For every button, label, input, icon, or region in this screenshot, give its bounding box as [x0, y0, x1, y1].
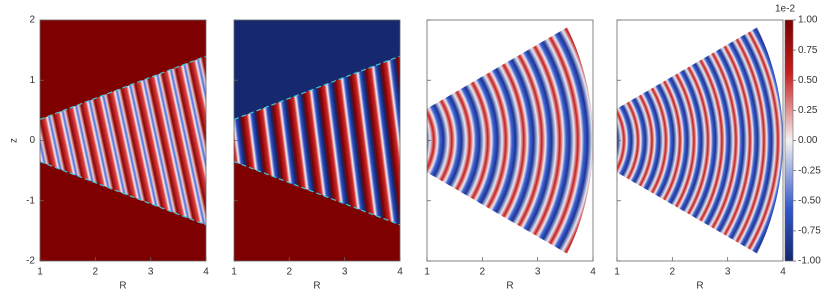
surface-line: [234, 55, 400, 120]
field-image: [234, 20, 400, 261]
y-tick-label: 1: [29, 75, 35, 86]
colorbar-scale-label: 1e-2: [775, 4, 795, 15]
panel: 1 2 3 4 R: [424, 19, 596, 292]
colorbar-tick-label: 0.25: [798, 105, 818, 116]
y-tick-label: 0: [29, 135, 35, 146]
x-tick-label: 4: [780, 267, 786, 278]
surface-line: [40, 161, 206, 226]
x-tick-label: 3: [725, 267, 731, 278]
y-tick-label: -1: [26, 195, 35, 206]
colorbar: 1.00 0.75 0.50 0.25 0.00 -0.25 -0.50 -0.75 -1.00…: [775, 4, 821, 267]
colorbar-tick-label: -0.50: [798, 195, 821, 206]
x-tick-label: 1: [231, 267, 237, 278]
x-tick-label: 4: [203, 267, 209, 278]
y-tick-label: 2: [29, 15, 35, 26]
surface-line: [40, 55, 206, 120]
field-image: [617, 27, 783, 254]
colorbar-fill: [784, 19, 794, 262]
sector: [617, 27, 783, 254]
x-tick-label: 1: [614, 267, 620, 278]
colorbar-tick-label: -0.75: [798, 226, 821, 237]
disk-wedge: [234, 56, 400, 225]
x-axis-label: R: [313, 281, 320, 292]
y-axis-label: z: [9, 138, 20, 143]
colorbar-tick-label: 1.00: [798, 15, 818, 26]
field-image: [427, 27, 593, 254]
panel: 1 2 3 4 -2 -1 0 1 2 Rz: [9, 15, 210, 292]
x-tick-label: 2: [670, 267, 676, 278]
colorbar-tick-label: 0.75: [798, 45, 818, 56]
colorbar-tick-label: 0.50: [798, 75, 818, 86]
x-tick-label: 2: [480, 267, 486, 278]
x-axis-label: R: [696, 281, 703, 292]
y-tick-label: -2: [26, 256, 35, 267]
colorbar-tick-label: -1.00: [798, 256, 821, 267]
x-tick-label: 3: [535, 267, 541, 278]
disk-wedge: [40, 56, 206, 225]
x-axis-label: R: [506, 281, 513, 292]
x-tick-label: 4: [397, 267, 403, 278]
x-axis-label: R: [119, 281, 126, 292]
surface-line: [234, 161, 400, 226]
upper-region: [234, 20, 400, 120]
x-tick-label: 2: [287, 267, 293, 278]
x-tick-label: 1: [37, 267, 43, 278]
field-image: [40, 20, 206, 261]
panel: 1 2 3 4 R: [614, 19, 786, 292]
colorbar-tick-label: 0.00: [798, 135, 818, 146]
sector: [427, 27, 593, 254]
x-tick-label: 1: [424, 267, 430, 278]
x-tick-label: 3: [342, 267, 348, 278]
x-tick-label: 4: [590, 267, 596, 278]
x-tick-label: 3: [148, 267, 154, 278]
x-tick-label: 2: [93, 267, 99, 278]
panel: 1 2 3 4 R: [231, 19, 403, 292]
colorbar-tick-label: -0.25: [798, 165, 821, 176]
